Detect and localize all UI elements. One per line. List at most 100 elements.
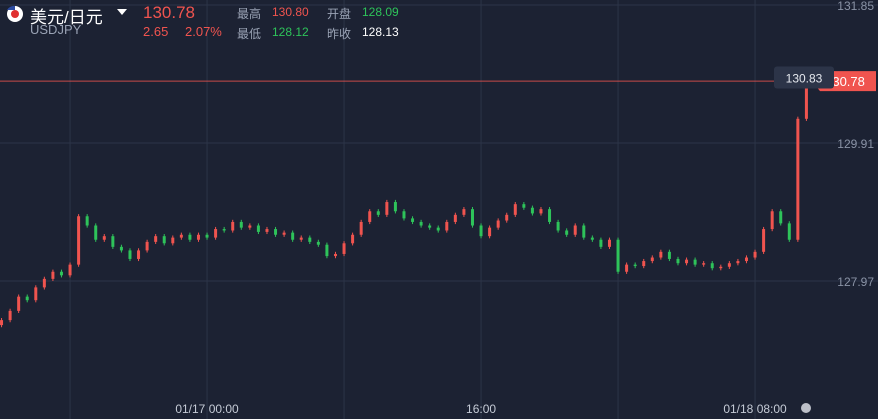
- candle-body: [25, 296, 29, 301]
- candle: [770, 209, 774, 232]
- candle: [111, 234, 115, 249]
- x-tick-label: 16:00: [466, 402, 496, 416]
- stat-label: 最高: [237, 7, 262, 21]
- y-tick-label: 131.85: [837, 0, 874, 13]
- candle-body: [154, 236, 158, 242]
- candle: [17, 294, 21, 314]
- candle: [42, 276, 46, 290]
- candle-body: [68, 264, 72, 276]
- candle: [85, 214, 89, 228]
- candle: [693, 257, 697, 267]
- x-tick-label: 01/18 08:00: [723, 402, 787, 416]
- candle: [685, 257, 689, 266]
- candle-body: [411, 218, 415, 222]
- candle: [248, 223, 252, 230]
- candle: [616, 237, 620, 274]
- candle-body: [308, 237, 312, 242]
- candle: [702, 261, 706, 267]
- candle: [650, 255, 654, 264]
- candle-body: [205, 234, 209, 238]
- candle-body: [453, 214, 457, 222]
- candle-body: [770, 211, 774, 230]
- candle-body: [779, 211, 783, 224]
- candle-body: [137, 250, 141, 259]
- candle: [436, 225, 440, 233]
- candle: [94, 223, 98, 242]
- candle-body: [102, 236, 106, 240]
- candle: [479, 223, 483, 239]
- candle-body: [119, 246, 123, 251]
- candle: [505, 212, 509, 223]
- candle: [736, 258, 740, 266]
- candle-body: [488, 227, 492, 237]
- candle: [522, 202, 526, 210]
- candle-body: [530, 207, 534, 214]
- candle: [488, 225, 492, 239]
- candle-body: [762, 229, 766, 252]
- candle: [154, 234, 158, 245]
- candle-body: [188, 234, 192, 240]
- dropdown-arrow[interactable]: [117, 9, 127, 17]
- stat-value: 128.13: [362, 25, 399, 39]
- candle-body: [128, 250, 132, 259]
- candle: [445, 219, 449, 233]
- candle: [496, 218, 500, 230]
- candle: [316, 239, 320, 247]
- candle: [68, 262, 72, 278]
- candle: [530, 205, 534, 216]
- candle-body: [470, 209, 474, 226]
- candle-body: [59, 271, 63, 276]
- candle-body: [804, 81, 808, 119]
- candle-body: [573, 225, 577, 235]
- candle: [582, 223, 586, 240]
- candle: [214, 226, 218, 240]
- candle: [428, 223, 432, 230]
- pulse-dot: [801, 403, 811, 413]
- candle-body: [590, 237, 594, 240]
- candle-body: [85, 216, 89, 226]
- candle: [274, 226, 278, 237]
- candle: [25, 294, 29, 303]
- candle-body: [299, 237, 303, 240]
- candle-body: [179, 234, 183, 238]
- candle: [633, 262, 637, 269]
- candle: [625, 262, 629, 274]
- candle-body: [744, 257, 748, 262]
- candle: [51, 269, 55, 281]
- candle-body: [385, 202, 389, 215]
- candle: [642, 258, 646, 269]
- candle: [787, 221, 791, 242]
- candle: [308, 235, 312, 245]
- candle-body: [650, 257, 654, 262]
- candle-body: [265, 229, 269, 232]
- candle: [676, 256, 680, 266]
- candle-body: [248, 225, 252, 228]
- candle-body: [702, 263, 706, 265]
- candle: [599, 237, 603, 249]
- candle-body: [196, 234, 200, 240]
- pair-name: 美元/日元: [30, 8, 103, 27]
- candle-body: [42, 278, 46, 288]
- candle-body: [256, 225, 260, 232]
- candle-body: [633, 264, 637, 267]
- candle: [411, 216, 415, 225]
- candle-body: [8, 310, 12, 321]
- candle-body: [582, 225, 586, 238]
- candle-body: [393, 202, 397, 212]
- candle-body: [316, 241, 320, 245]
- candle-body: [145, 241, 149, 251]
- y-tick-label: 127.97: [837, 275, 874, 289]
- stat-value: 128.09: [362, 5, 399, 19]
- candle: [171, 235, 175, 246]
- candle: [162, 234, 166, 246]
- stat-label: 最低: [237, 27, 262, 41]
- candle: [556, 219, 560, 233]
- candle-body: [359, 221, 363, 235]
- candle-body: [51, 271, 55, 279]
- candle-body: [111, 236, 115, 247]
- candle-body: [479, 225, 483, 237]
- candle-body: [171, 237, 175, 244]
- candle: [77, 214, 81, 267]
- change: 2.65: [143, 24, 169, 39]
